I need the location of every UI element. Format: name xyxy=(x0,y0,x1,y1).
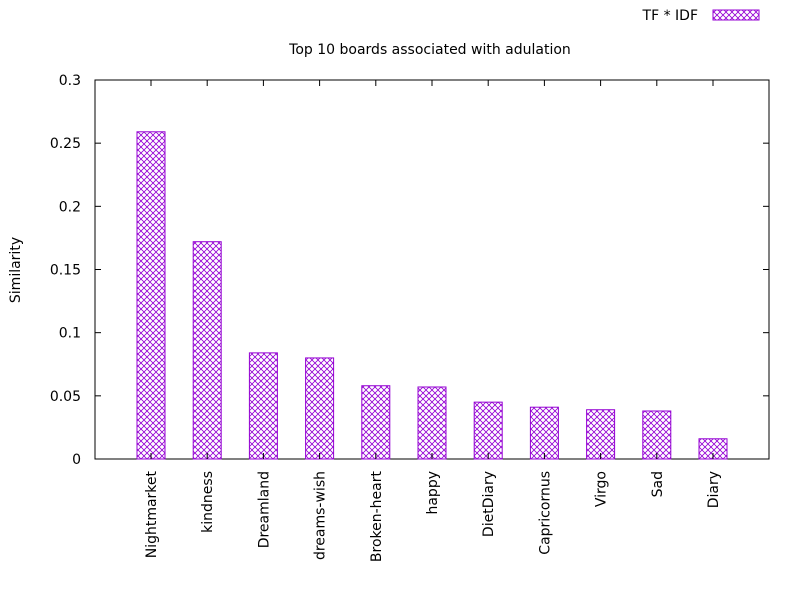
y-tick-label: 0.15 xyxy=(50,263,81,279)
x-tick-label: Capricornus xyxy=(537,471,553,555)
bar-kindness xyxy=(192,241,222,460)
y-tick-label: 0.05 xyxy=(50,389,81,405)
bar-capricornus xyxy=(529,406,559,460)
x-tick-label: dreams-wish xyxy=(313,471,329,560)
bar-dreams-wish xyxy=(305,357,335,460)
bar-dietdiary xyxy=(473,401,503,460)
bar-happy xyxy=(417,386,447,460)
x-tick-label: Nightmarket xyxy=(144,470,160,558)
y-tick-label: 0.1 xyxy=(59,326,81,342)
x-tick-label: Sad xyxy=(650,471,666,497)
legend-swatch xyxy=(712,9,760,21)
y-tick-label: 0 xyxy=(72,452,81,468)
x-tick-label: happy xyxy=(425,471,441,515)
x-tick-label: Dreamland xyxy=(256,471,272,548)
x-tick-label: Diary xyxy=(706,471,722,508)
chart-title: Top 10 boards associated with adulation xyxy=(288,42,571,58)
y-axis-label: Similarity xyxy=(8,237,24,303)
x-tick-label: DietDiary xyxy=(481,471,497,537)
bar-virgo xyxy=(586,409,616,460)
legend-label: TF * IDF xyxy=(642,8,698,24)
plot-area: 0 0.05 0.1 0.15 0.2 0.25 0.3 Nightmarket kindnes… xyxy=(50,73,770,562)
y-tick-label: 0.25 xyxy=(50,136,81,152)
y-tick-label: 0.3 xyxy=(59,73,81,89)
bar-sad xyxy=(642,410,672,460)
bar-broken-heart xyxy=(361,385,391,460)
bar-dreamland xyxy=(248,352,278,460)
x-tick-label: kindness xyxy=(200,471,216,533)
x-tick-label: Virgo xyxy=(594,471,610,507)
bar-nightmarket xyxy=(136,131,166,460)
x-tick-label: Broken-heart xyxy=(369,470,385,562)
y-tick-label: 0.2 xyxy=(59,199,81,215)
